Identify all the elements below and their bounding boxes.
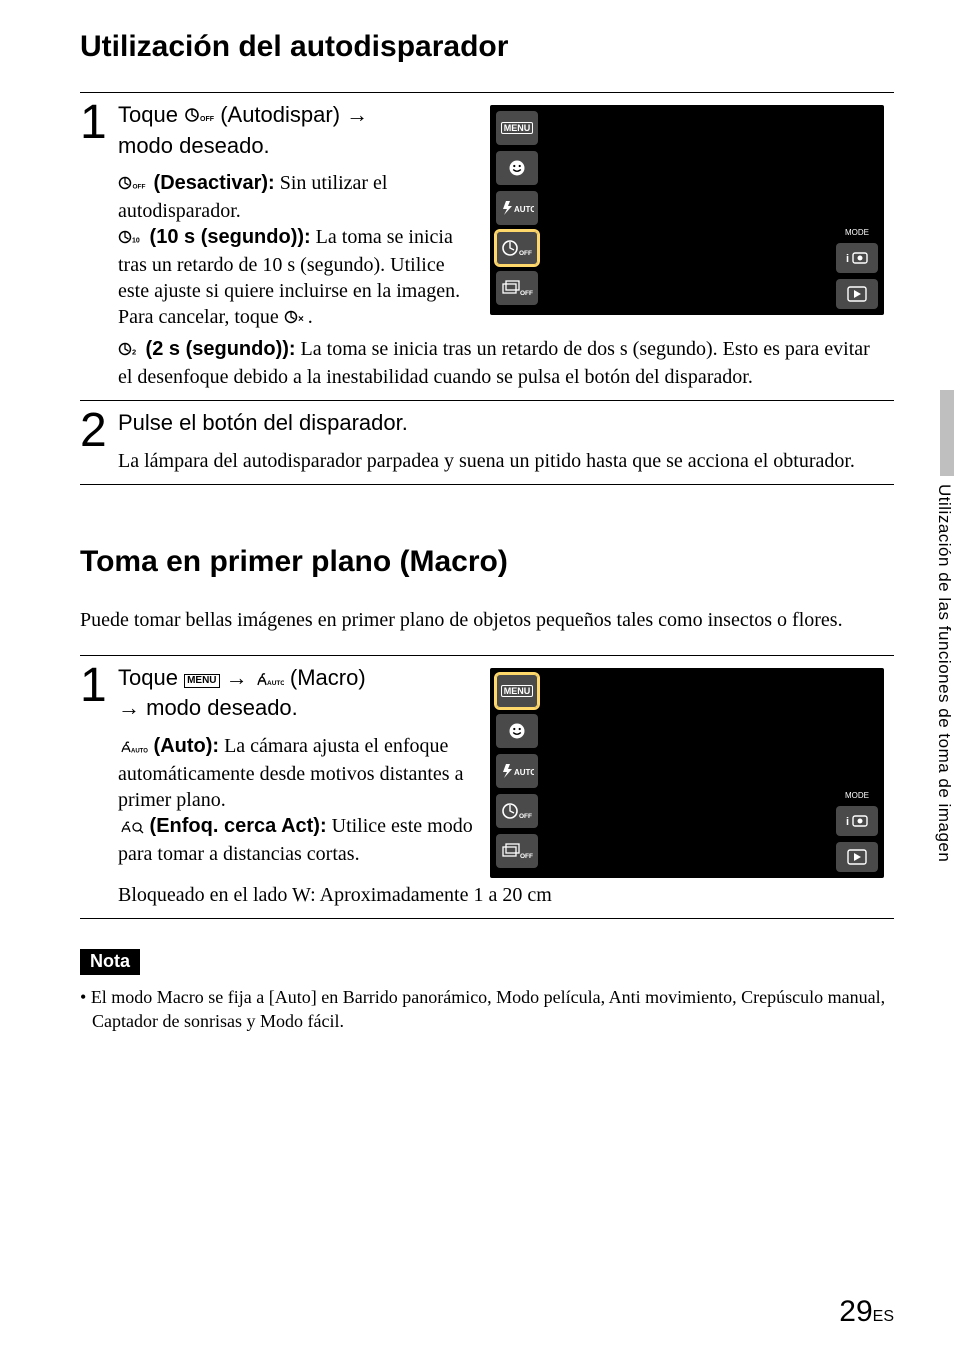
note-list: • El modo Macro se fija a [Auto] en Barr… — [80, 985, 894, 1034]
lcd-mode-button[interactable]: i — [836, 243, 878, 273]
note-label: Nota — [80, 949, 140, 975]
lcd-flash-button[interactable]: AUTO — [496, 191, 538, 225]
macro-step-heading: Toque MENU → AUTO (Macro) → modo deseado… — [118, 664, 476, 723]
timer-cancel-icon: × — [284, 306, 308, 332]
lcd-burst-button[interactable]: OFF — [496, 271, 538, 305]
svg-text:OFF: OFF — [520, 290, 533, 297]
lcd-burst-button[interactable]: OFF — [496, 834, 538, 868]
step1-options: OFF (Desactivar): Sin utilizar el autodi… — [118, 170, 476, 332]
svg-text:AUTO: AUTO — [131, 748, 148, 754]
lcd-smile-button[interactable] — [496, 151, 538, 185]
lcd-timer-button[interactable]: OFF — [496, 231, 538, 265]
lcd-menu-button[interactable]: MENU — [496, 111, 538, 145]
svg-text:OFF: OFF — [133, 184, 146, 191]
mode-label: MODE — [845, 792, 869, 800]
svg-text:2: 2 — [132, 348, 136, 357]
macro-lock-line: Bloqueado en el lado W: Aproximadamente … — [118, 882, 884, 908]
step2-heading: Pulse el botón del disparador. — [118, 409, 884, 438]
timer-off-icon: OFF — [118, 172, 148, 198]
section1-title: Utilización del autodisparador — [80, 30, 894, 64]
step2-body: La lámpara del autodisparador parpadea y… — [118, 448, 884, 474]
timer-10-icon: 10 — [118, 226, 144, 252]
step1-heading: Toque OFF (Autodispar) → modo deseado. — [118, 101, 476, 160]
camera-screen-2: MENU AUTO OFF OFF — [490, 668, 884, 878]
svg-text:×: × — [298, 314, 304, 325]
lcd-smile-button[interactable] — [496, 714, 538, 748]
macro-auto-icon: AUTO — [118, 735, 148, 761]
section1-step2: 2 Pulse el botón del disparador. La lámp… — [80, 401, 894, 484]
step-number: 1 — [80, 664, 118, 908]
macro-close-icon — [118, 815, 144, 841]
svg-text:OFF: OFF — [200, 116, 214, 123]
mode-label: MODE — [845, 229, 869, 237]
svg-text:AUTO: AUTO — [514, 205, 534, 214]
svg-text:OFF: OFF — [519, 250, 532, 257]
svg-text:i: i — [846, 253, 849, 265]
lcd-flash-button[interactable]: AUTO — [496, 754, 538, 788]
page-number: 29ES — [839, 1295, 894, 1329]
step1-option-2s: 2 (2 s (segundo)): La toma se inicia tra… — [118, 336, 884, 390]
lcd-timer-button[interactable]: OFF — [496, 794, 538, 828]
step-number: 2 — [80, 409, 118, 474]
section2-title: Toma en primer plano (Macro) — [80, 545, 894, 579]
camera-screen-1: MENU AUTO OFF OFF — [490, 105, 884, 315]
svg-text:10: 10 — [132, 238, 140, 245]
macro-options: AUTO (Auto): La cámara ajusta el enfoque… — [118, 733, 476, 867]
svg-text:AUTO: AUTO — [267, 680, 284, 687]
lcd-menu-button[interactable]: MENU — [496, 674, 538, 708]
macro-auto-icon: AUTO — [254, 666, 284, 695]
lcd-playback-button[interactable] — [836, 279, 878, 309]
svg-text:i: i — [846, 816, 849, 828]
note-item: • El modo Macro se fija a [Auto] en Barr… — [80, 985, 894, 1034]
lcd-playback-button[interactable] — [836, 842, 878, 872]
svg-text:OFF: OFF — [520, 853, 533, 860]
section1-step1: 1 Toque OFF (Autodispar) → modo deseado. — [80, 93, 894, 400]
menu-icon: MENU — [184, 674, 219, 688]
lcd-mode-button[interactable]: i — [836, 806, 878, 836]
step-number: 1 — [80, 101, 118, 390]
side-tab: Utilización de las funciones de toma de … — [934, 390, 954, 862]
side-tab-text: Utilización de las funciones de toma de … — [934, 476, 954, 862]
svg-text:OFF: OFF — [519, 813, 532, 820]
section2-step1: 1 Toque MENU → AUTO (Macro) → modo desea… — [80, 656, 894, 918]
timer-off-icon: OFF — [184, 103, 214, 132]
timer-2-icon: 2 — [118, 338, 140, 364]
section2-intro: Puede tomar bellas imágenes en primer pl… — [80, 607, 894, 633]
svg-text:AUTO: AUTO — [514, 768, 534, 777]
